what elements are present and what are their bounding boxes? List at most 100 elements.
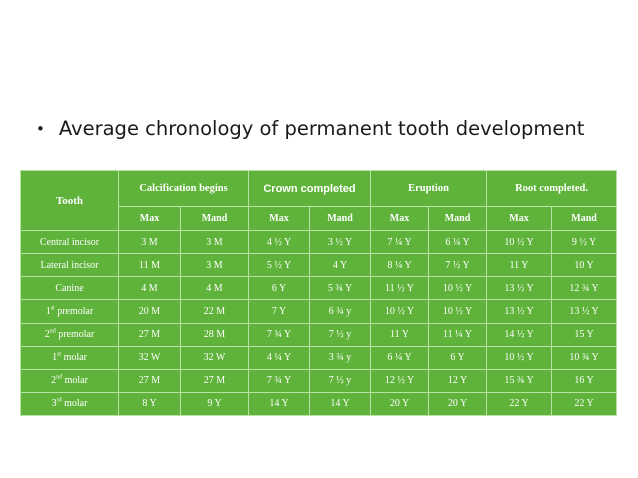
subheader-cell: Mand bbox=[428, 206, 488, 231]
table-cell: 27 M bbox=[118, 368, 181, 393]
subheader-cell: Max bbox=[486, 206, 553, 231]
table-cell: 10 ½ Y bbox=[428, 299, 488, 324]
header-tooth: Tooth bbox=[20, 170, 119, 231]
table-cell: 14 Y bbox=[308, 391, 372, 417]
table-cell: 22 M bbox=[180, 299, 249, 324]
table-cell: 10 Y bbox=[551, 253, 618, 278]
table-cell: 22 Y bbox=[551, 391, 618, 417]
table-subheader-row: Max Mand Max Mand Max Mand Max Mand bbox=[21, 206, 618, 231]
table-cell: 4 Y bbox=[308, 253, 372, 278]
tooth-name-cell: 1st premolar bbox=[20, 299, 119, 324]
table-cell: 6 ¼ Y bbox=[370, 345, 430, 370]
tooth-name-cell: 2nd molar bbox=[20, 368, 119, 393]
table-cell: 9 Y bbox=[180, 391, 249, 417]
bullet-icon: • bbox=[36, 119, 45, 138]
tooth-name-rest: premolar bbox=[54, 305, 94, 317]
tooth-name-rest: molar bbox=[61, 352, 87, 364]
table-cell: 13 ½ Y bbox=[486, 276, 553, 301]
table-cell: 11 Y bbox=[370, 322, 430, 347]
subheader-cell: Max bbox=[370, 206, 430, 231]
table-header-row: Tooth Calcification begins Crown complet… bbox=[20, 170, 618, 231]
table-cell: 16 Y bbox=[551, 368, 618, 393]
table-cell: 3 M bbox=[118, 229, 181, 255]
table-cell: 7 ¼ Y bbox=[370, 229, 430, 255]
subheader-cell: Mand bbox=[308, 206, 372, 231]
tooth-name: 3 bbox=[51, 398, 57, 410]
table-cell: 12 Y bbox=[428, 368, 488, 393]
table-cell: 7 ¾ Y bbox=[248, 322, 310, 347]
table-cell: 15 ¾ Y bbox=[486, 368, 553, 393]
table-cell: 11 Y bbox=[486, 253, 553, 278]
table-cell: 9 ½ Y bbox=[551, 229, 618, 255]
table-cell: 3 M bbox=[180, 253, 249, 278]
header-group-eruption: Eruption bbox=[370, 170, 488, 207]
table-cell: 3 M bbox=[180, 229, 249, 255]
table-cell: 6 Y bbox=[428, 345, 488, 370]
table-cell: 7 ¾ Y bbox=[248, 368, 310, 393]
table-cell: 4 ¼ Y bbox=[248, 345, 310, 370]
table-cell: 8 Y bbox=[118, 391, 181, 417]
tooth-ordinal-suffix: nd bbox=[56, 374, 63, 381]
bullet-text: Average chronology of permanent tooth de… bbox=[58, 117, 585, 140]
table-cell: 11 ½ Y bbox=[370, 276, 430, 301]
table-cell: 10 ½ Y bbox=[370, 299, 430, 324]
tooth-name: Central incisor bbox=[39, 236, 100, 248]
table-cell: 12 ½ Y bbox=[370, 368, 430, 393]
table-cell: 20 Y bbox=[428, 391, 488, 417]
table-cell: 4 ½ Y bbox=[248, 229, 310, 255]
table-cell: 27 M bbox=[118, 322, 181, 347]
table-cell: 6 ¾ y bbox=[308, 299, 372, 324]
tooth-name: 2 bbox=[51, 375, 57, 387]
header-group-calcification: Calcification begins bbox=[118, 170, 249, 207]
tooth-name-cell: 3rd molar bbox=[20, 391, 119, 417]
tooth-name-cell: Central incisor bbox=[20, 229, 119, 255]
tooth-ordinal-suffix: st bbox=[50, 305, 55, 312]
table-cell: 20 Y bbox=[370, 391, 430, 417]
subheader-cell: Max bbox=[118, 206, 181, 231]
subheader-cell: Max bbox=[248, 206, 310, 231]
table-cell: 5 ½ Y bbox=[248, 253, 310, 278]
tooth-name-cell: 1st molar bbox=[20, 345, 119, 370]
header-group-crown: Crown completed bbox=[247, 170, 372, 207]
table-cell: 10 ½ Y bbox=[428, 276, 488, 301]
tooth-name-rest: molar bbox=[62, 375, 88, 387]
tooth-name-rest: premolar bbox=[55, 329, 95, 341]
subheader-cell: Mand bbox=[551, 206, 618, 231]
tooth-name: 2 bbox=[44, 329, 50, 341]
table-cell: 3 ½ Y bbox=[308, 229, 372, 255]
tooth-name-cell: Canine bbox=[20, 276, 119, 301]
table-cell: 7 ½ Y bbox=[428, 253, 488, 278]
table-cell: 4 M bbox=[118, 276, 181, 301]
tooth-name: Canine bbox=[55, 282, 84, 294]
table-cell: 13 ½ Y bbox=[486, 299, 553, 324]
table-cell: 3 ¾ y bbox=[308, 345, 372, 370]
tooth-ordinal-suffix: rd bbox=[56, 398, 62, 405]
table-cell: 7 ½ y bbox=[308, 322, 372, 347]
table-cell: 11 M bbox=[118, 253, 181, 278]
tooth-name-rest: molar bbox=[61, 398, 88, 410]
table-cell: 14 Y bbox=[248, 391, 310, 417]
table-cell: 32 W bbox=[180, 345, 249, 370]
chronology-table: Tooth Calcification begins Crown complet… bbox=[20, 170, 618, 417]
table-cell: 11 ¼ Y bbox=[428, 322, 488, 347]
bullet-item: • Average chronology of permanent tooth … bbox=[36, 117, 584, 140]
table-cell: 6 ¼ Y bbox=[428, 229, 488, 255]
subheader-cell: Mand bbox=[180, 206, 249, 231]
table-cell: 10 ¾ Y bbox=[551, 345, 618, 370]
tooth-name: 1 bbox=[52, 352, 58, 364]
table-cell: 10 ½ Y bbox=[486, 229, 553, 255]
tooth-ordinal-suffix: st bbox=[57, 351, 62, 358]
table-cell: 7 ½ y bbox=[308, 368, 372, 393]
table-cell: 10 ½ Y bbox=[486, 345, 553, 370]
tooth-ordinal-suffix: nd bbox=[49, 328, 56, 335]
table-cell: 28 M bbox=[180, 322, 249, 347]
